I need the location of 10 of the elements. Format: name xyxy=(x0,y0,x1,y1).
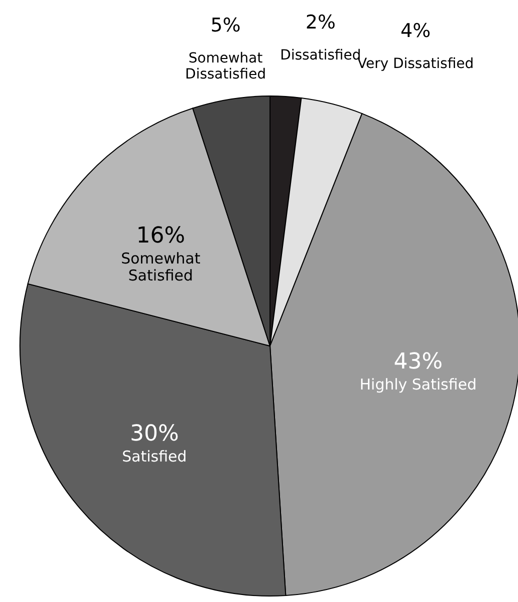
data-label: 16% xyxy=(136,223,186,248)
data-label: 43% xyxy=(394,349,443,374)
slice-label: Somewhat Dissatisfied xyxy=(185,50,266,82)
slice-label: Satisfied xyxy=(122,448,187,466)
slice-label: Somewhat Satisfied xyxy=(120,249,200,284)
data-label: 4% xyxy=(400,20,431,42)
data-label: 2% xyxy=(305,12,336,34)
slice-label: Highly Satisfied xyxy=(360,375,477,394)
data-label: 30% xyxy=(130,422,179,447)
data-label: 5% xyxy=(210,14,241,36)
